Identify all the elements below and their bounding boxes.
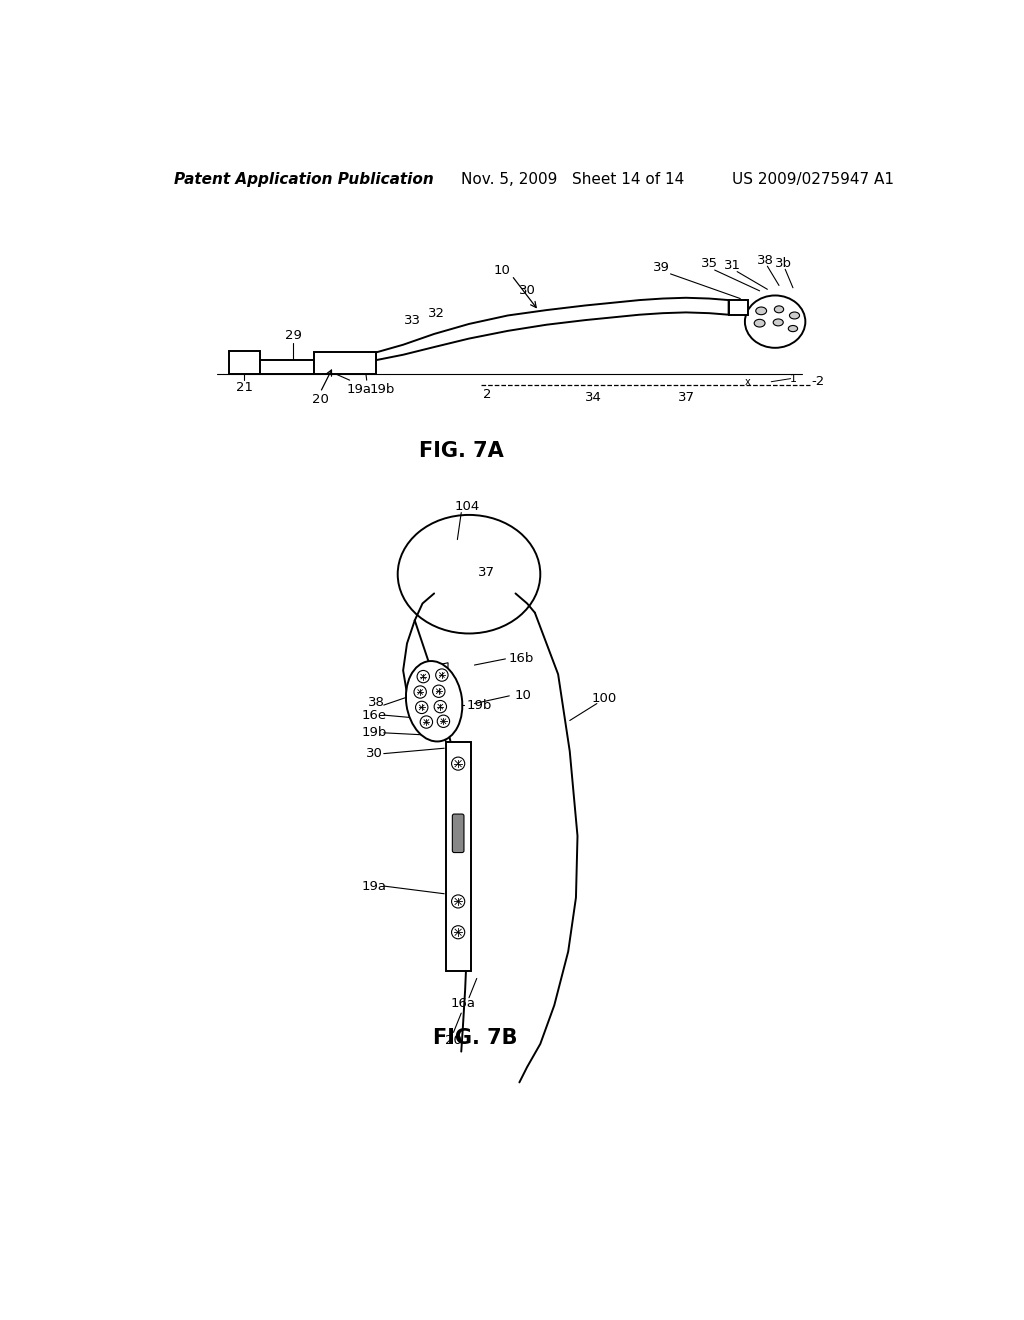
Text: 35: 35 [700, 257, 718, 271]
Text: 19a: 19a [361, 879, 387, 892]
Circle shape [452, 925, 465, 939]
Text: 21: 21 [236, 381, 253, 395]
Text: 38: 38 [757, 253, 773, 267]
Text: 3b: 3b [775, 256, 793, 269]
Circle shape [432, 685, 445, 697]
Text: 32: 32 [428, 308, 445, 321]
Ellipse shape [774, 306, 783, 313]
Text: 39: 39 [652, 261, 670, 275]
Text: 31: 31 [724, 259, 741, 272]
Ellipse shape [744, 296, 805, 348]
Text: 1: 1 [790, 374, 797, 384]
Polygon shape [228, 351, 260, 374]
Ellipse shape [406, 661, 462, 742]
Polygon shape [314, 352, 376, 374]
Circle shape [435, 669, 449, 681]
Ellipse shape [788, 326, 798, 331]
FancyBboxPatch shape [453, 814, 464, 853]
Text: 38: 38 [368, 696, 384, 709]
Text: FIG. 7A: FIG. 7A [419, 441, 504, 461]
Circle shape [414, 686, 426, 698]
Text: 37: 37 [477, 566, 495, 579]
Ellipse shape [773, 319, 783, 326]
Circle shape [452, 758, 465, 770]
Circle shape [434, 701, 446, 713]
Text: 19b: 19b [466, 698, 492, 711]
Text: 19b: 19b [361, 726, 387, 739]
Ellipse shape [756, 308, 767, 314]
Text: x: x [745, 376, 751, 387]
Polygon shape [445, 742, 471, 970]
Text: 10: 10 [515, 689, 531, 702]
Text: 33: 33 [403, 314, 421, 326]
Ellipse shape [790, 312, 800, 319]
Text: 19a: 19a [346, 383, 372, 396]
Text: 20: 20 [311, 393, 329, 407]
Text: 34: 34 [585, 391, 601, 404]
Text: 104: 104 [455, 500, 480, 513]
Text: 2: 2 [482, 388, 492, 400]
Text: 100: 100 [592, 693, 617, 705]
Polygon shape [376, 298, 729, 360]
Circle shape [437, 715, 450, 727]
Text: 30: 30 [519, 284, 536, 297]
Circle shape [416, 701, 428, 714]
Text: -2: -2 [811, 375, 824, 388]
Text: 16a: 16a [451, 997, 475, 1010]
Text: 30: 30 [366, 747, 383, 760]
Text: Nov. 5, 2009   Sheet 14 of 14: Nov. 5, 2009 Sheet 14 of 14 [461, 172, 684, 186]
Circle shape [417, 671, 429, 682]
Text: 16e: 16e [361, 709, 387, 722]
Circle shape [420, 715, 432, 729]
Text: 29: 29 [285, 329, 301, 342]
Ellipse shape [755, 319, 765, 327]
Polygon shape [260, 360, 314, 374]
Text: 19b: 19b [370, 383, 395, 396]
Text: 37: 37 [678, 391, 694, 404]
Text: 10: 10 [494, 264, 510, 277]
Circle shape [452, 895, 465, 908]
Text: 16b: 16b [508, 652, 534, 665]
Text: Patent Application Publication: Patent Application Publication [174, 172, 434, 186]
Text: US 2009/0275947 A1: US 2009/0275947 A1 [732, 172, 895, 186]
Polygon shape [729, 300, 748, 314]
Text: FIG. 7B: FIG. 7B [433, 1028, 517, 1048]
Text: 20: 20 [445, 1034, 462, 1047]
Polygon shape [430, 663, 449, 742]
